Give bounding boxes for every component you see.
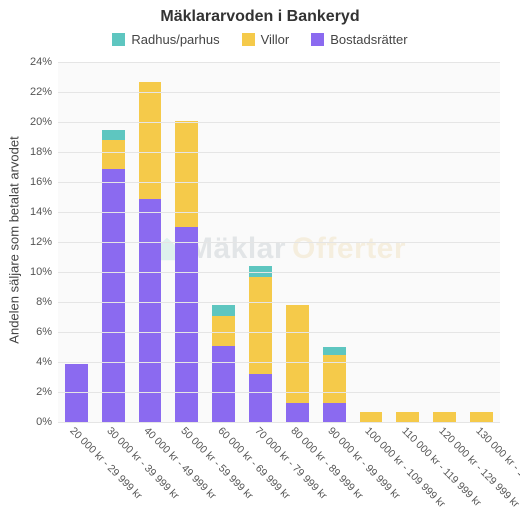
x-tick-label: 50 000 kr - 59 999 kr [178,425,255,502]
grid-line [58,92,500,93]
y-axis-label: Andelen säljare som betalat arvodet [7,136,22,343]
legend-item: Bostadsrätter [311,32,407,47]
grid-line [58,392,500,393]
bar-segment [286,403,309,423]
y-tick-label: 8% [36,296,58,308]
x-tick-label: 40 000 kr - 49 999 kr [141,425,218,502]
legend-item: Radhus/parhus [112,32,219,47]
bar-segment [249,277,272,375]
y-tick-label: 16% [30,176,58,188]
bar-segment [212,346,235,423]
bar-segment [249,374,272,422]
bar-segment [470,412,493,423]
grid-line [58,212,500,213]
legend: Radhus/parhus Villor Bostadsrätter [0,32,520,47]
bar-segment [212,305,235,316]
bar-segment [212,316,235,346]
x-tick-label: 30 000 kr - 39 999 kr [105,425,182,502]
bar-segment [139,82,162,199]
bar-segment [360,412,383,423]
legend-label: Radhus/parhus [131,32,219,47]
grid-line [58,362,500,363]
legend-label: Bostadsrätter [330,32,407,47]
y-tick-label: 6% [36,326,58,338]
grid-line [58,152,500,153]
bar-segment [102,140,125,169]
y-tick-label: 4% [36,356,58,368]
grid-line [58,422,500,423]
legend-label: Villor [261,32,290,47]
bar-segment [102,169,125,423]
grid-line [58,182,500,183]
grid-line [58,302,500,303]
y-tick-label: 0% [36,416,58,428]
bar-segment [323,347,346,355]
y-tick-label: 14% [30,206,58,218]
bar-segment [433,412,456,423]
y-tick-label: 10% [30,266,58,278]
bar-segment [286,305,309,403]
grid-line [58,62,500,63]
y-tick-label: 20% [30,116,58,128]
legend-swatch [112,33,125,46]
grid-line [58,332,500,333]
grid-line [58,272,500,273]
bar-segment [139,199,162,423]
y-tick-label: 12% [30,236,58,248]
x-tick-label: 60 000 kr - 69 999 kr [215,425,292,502]
bar-segment [102,130,125,141]
bar-segment [323,403,346,423]
legend-swatch [311,33,324,46]
y-tick-label: 22% [30,86,58,98]
y-tick-label: 18% [30,146,58,158]
legend-item: Villor [242,32,290,47]
legend-swatch [242,33,255,46]
x-tick-label: 20 000 kr - 29 999 kr [68,425,145,502]
x-tick-label: 90 000 kr - 99 999 kr [326,425,403,502]
chart-title: Mäklararvoden i Bankeryd [0,0,520,26]
y-tick-label: 24% [30,56,58,68]
plot-background: MäklarOfferter 0%2%4%6%8%10%12%14%16%18%… [58,62,500,422]
bar-segment [396,412,419,423]
grid-line [58,242,500,243]
plot-area: MäklarOfferter 0%2%4%6%8%10%12%14%16%18%… [58,62,500,422]
chart-container: Mäklararvoden i Bankeryd Radhus/parhus Vi… [0,0,520,520]
y-tick-label: 2% [36,386,58,398]
grid-line [58,122,500,123]
